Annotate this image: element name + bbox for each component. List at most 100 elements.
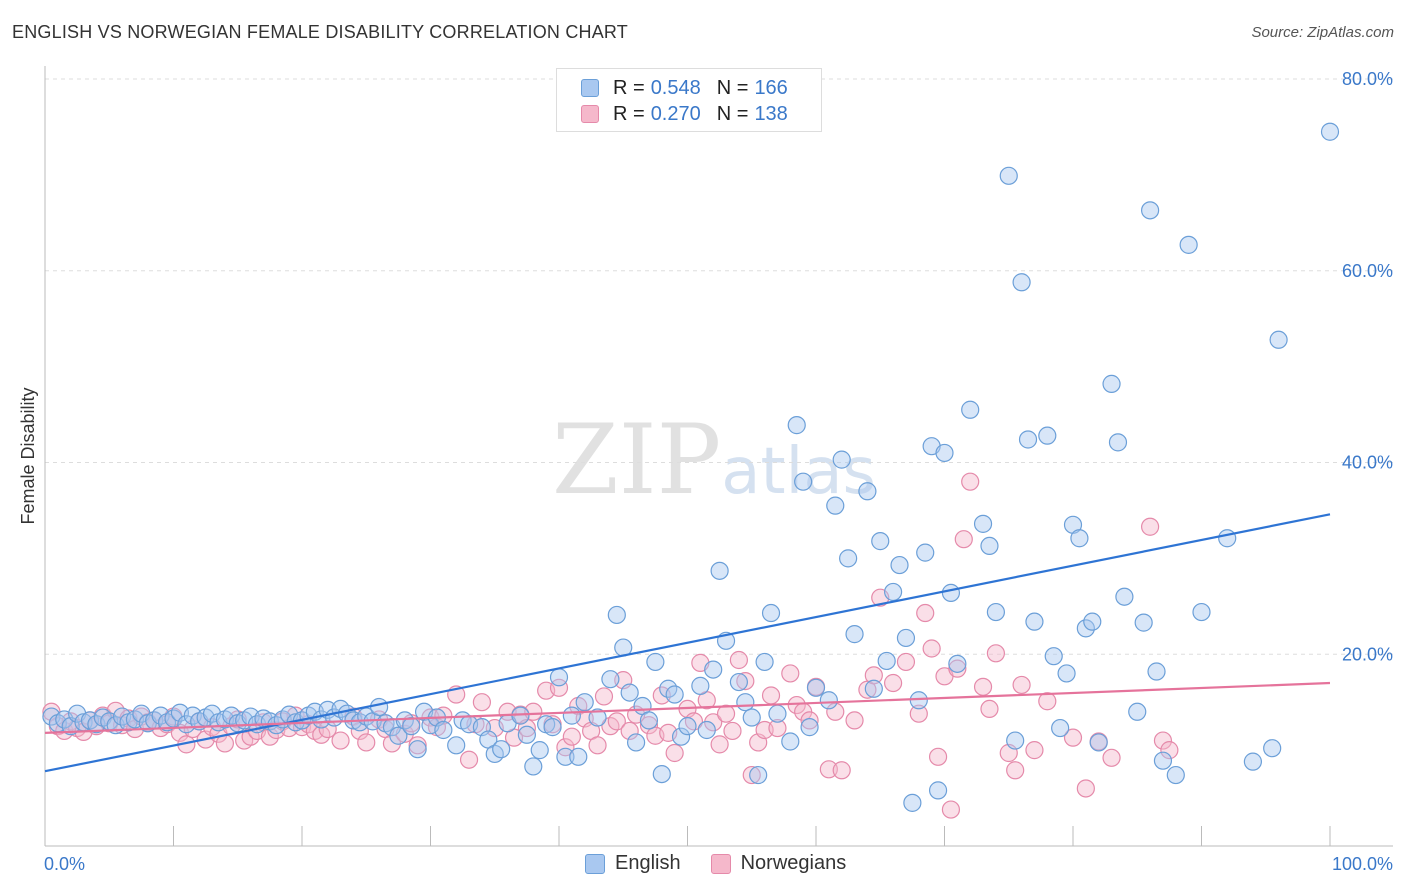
point-norwegians — [761, 686, 781, 705]
point-norwegians — [1063, 728, 1083, 747]
legend-label-norwegians: Norwegians — [740, 852, 847, 874]
point-english — [639, 711, 659, 730]
point-norwegians — [1025, 741, 1044, 760]
legend-r-label-english: R = — [613, 76, 645, 99]
point-english — [408, 740, 427, 759]
point-norwegians — [768, 718, 787, 738]
point-english — [1018, 430, 1038, 449]
legend-n-label-norwegians: N = — [716, 102, 749, 125]
point-norwegians — [588, 736, 607, 755]
point-english — [646, 652, 665, 672]
point-norwegians — [954, 530, 973, 549]
legend-item-norwegians[interactable]: Norwegians — [710, 852, 847, 875]
point-english — [999, 166, 1018, 185]
point-norwegians — [434, 706, 453, 725]
point-english — [1089, 733, 1108, 752]
point-english — [434, 720, 453, 740]
point-norwegians — [948, 659, 967, 678]
point-english — [794, 472, 813, 491]
point-norwegians — [973, 677, 993, 696]
point-norwegians — [916, 603, 935, 623]
point-english — [1192, 602, 1211, 622]
point-english — [1269, 330, 1288, 349]
series-norwegians-points — [42, 472, 1179, 819]
legend-series: English Norwegians — [585, 852, 876, 875]
point-english — [710, 561, 729, 580]
point-english — [768, 704, 787, 723]
y-tick-label: 40.0% — [1342, 453, 1393, 473]
point-norwegians — [1012, 675, 1031, 695]
legend-item-english[interactable]: English — [585, 852, 681, 875]
point-norwegians — [1140, 517, 1160, 536]
point-norwegians — [928, 747, 948, 766]
point-english — [1083, 612, 1102, 631]
point-norwegians — [1153, 731, 1173, 750]
y-tick-label: 60.0% — [1342, 261, 1393, 281]
point-english — [1025, 612, 1044, 631]
watermark-atlas: atlas — [721, 435, 876, 509]
point-english — [1218, 529, 1237, 548]
point-english — [1263, 739, 1282, 758]
point-english — [941, 583, 961, 602]
point-norwegians — [556, 738, 575, 757]
point-english — [800, 718, 819, 737]
point-english — [1147, 662, 1166, 681]
point-english — [845, 625, 864, 644]
point-english — [389, 726, 408, 745]
point-english — [948, 654, 967, 673]
point-english — [806, 678, 826, 697]
legend-row-english: R = 0.548 N = 166 — [581, 75, 788, 101]
legend-row-norwegians: R = 0.270 N = 138 — [581, 101, 788, 127]
point-english — [517, 725, 536, 744]
point-english — [1102, 374, 1121, 393]
point-english — [697, 720, 716, 740]
point-english — [935, 443, 954, 463]
legend-swatch-norwegians — [581, 105, 599, 123]
point-english — [1051, 718, 1070, 738]
point-english — [447, 736, 466, 755]
point-english — [1166, 765, 1185, 785]
point-norwegians — [896, 652, 916, 672]
legend-stats: R = 0.548 N = 166 R = 0.270 N = 138 — [556, 68, 822, 132]
point-norwegians — [961, 472, 980, 491]
x-tick-label-max: 100.0% — [1332, 854, 1393, 874]
point-english — [1070, 529, 1089, 548]
trendline-norwegians — [44, 681, 1331, 734]
point-english — [402, 717, 421, 736]
point-norwegians — [1076, 779, 1095, 798]
legend-r-value-english: 0.548 — [650, 76, 701, 99]
point-norwegians — [549, 678, 569, 697]
point-english — [1115, 587, 1134, 606]
point-english — [761, 603, 781, 623]
point-english — [601, 670, 620, 689]
legend-label-english: English — [615, 852, 681, 874]
point-english — [973, 514, 993, 533]
trendline-english — [44, 513, 1331, 773]
point-english — [839, 549, 858, 568]
point-english — [832, 450, 851, 469]
point-norwegians — [723, 721, 742, 741]
legend-swatch-english — [581, 79, 599, 97]
point-norwegians — [1102, 748, 1121, 767]
point-norwegians — [922, 639, 941, 658]
point-english — [1153, 751, 1173, 770]
legend-n-value-english: 166 — [754, 76, 788, 99]
source-label: Source: ZipAtlas.com — [1251, 24, 1394, 41]
point-english — [370, 697, 389, 717]
point-english — [530, 741, 549, 760]
point-english — [1320, 122, 1340, 141]
point-norwegians — [1006, 761, 1025, 780]
point-norwegians — [736, 671, 755, 691]
point-english — [890, 555, 909, 575]
point-english — [787, 416, 806, 435]
point-english — [492, 740, 511, 759]
point-english — [549, 668, 569, 687]
point-english — [1076, 619, 1095, 638]
point-norwegians — [620, 721, 639, 741]
legend-r-value-norwegians: 0.270 — [650, 102, 701, 125]
point-english — [1006, 731, 1025, 750]
point-english — [626, 733, 646, 752]
point-norwegians — [883, 673, 903, 693]
point-english — [896, 628, 916, 648]
point-norwegians — [652, 686, 671, 705]
